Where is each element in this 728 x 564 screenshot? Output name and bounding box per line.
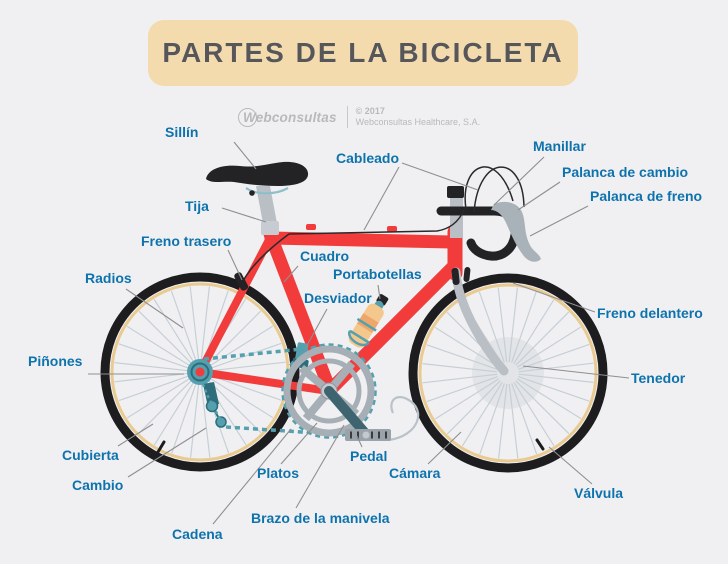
rear-derailleur xyxy=(203,382,227,428)
seat-post xyxy=(256,186,279,235)
webconsultas-logo-icon xyxy=(238,107,257,127)
rear-spokes xyxy=(114,286,286,458)
cassette xyxy=(187,359,213,385)
water-bottle xyxy=(348,294,389,348)
label-cuadro: Cuadro xyxy=(300,248,349,264)
cable-guide xyxy=(306,224,316,230)
watermark-company: Webconsultas Healthcare, S.A. xyxy=(355,117,481,127)
pedal xyxy=(345,396,420,442)
label-manillar: Manillar xyxy=(533,138,586,154)
label-cableado: Cableado xyxy=(336,150,400,166)
watermark-brand: Webconsultas xyxy=(243,109,337,125)
front-brake xyxy=(451,267,471,285)
label-palanca-de-freno: Palanca de freno xyxy=(590,188,703,204)
label-brazo-de-la-manivela: Brazo de la manivela xyxy=(251,510,390,526)
stem xyxy=(447,186,464,198)
rear-brake xyxy=(234,272,249,291)
saddle xyxy=(206,161,309,196)
label-tija: Tija xyxy=(185,198,209,214)
crank-arm xyxy=(324,386,370,438)
label-palanca-de-cambio: Palanca de cambio xyxy=(562,164,689,180)
label-valvula: Válvula xyxy=(574,485,624,501)
cables xyxy=(242,166,525,282)
front-valve xyxy=(535,438,545,451)
watermark-copyright: © 2017 xyxy=(355,105,385,116)
cable-guide xyxy=(387,226,397,232)
label-pinones: Piñones xyxy=(28,353,83,369)
label-camara: Cámara xyxy=(389,465,441,481)
label-cadena: Cadena xyxy=(172,526,223,542)
label-cambio: Cambio xyxy=(72,477,124,493)
page-title: PARTES DE LA BICICLETA xyxy=(162,37,564,68)
front-spokes xyxy=(422,287,594,459)
label-sillin: Sillín xyxy=(165,124,199,140)
watermark: Webconsultas © 2017 Webconsultas Healthc… xyxy=(238,101,480,133)
label-portabotellas: Portabotellas xyxy=(333,266,422,282)
label-freno-trasero: Freno trasero xyxy=(141,233,232,249)
leader-lines xyxy=(88,141,630,525)
label-desviador: Desviador xyxy=(304,290,372,306)
chain xyxy=(281,343,377,439)
label-platos: Platos xyxy=(257,465,300,481)
title-banner: PARTES DE LA BICICLETA xyxy=(148,20,578,86)
label-freno-delantero: Freno delantero xyxy=(597,305,703,321)
rear-valve xyxy=(156,440,166,454)
label-pedal: Pedal xyxy=(350,448,388,464)
rear-wheel xyxy=(100,272,300,472)
label-radios: Radios xyxy=(85,270,132,286)
label-tenedor: Tenedor xyxy=(631,370,686,386)
label-cubierta: Cubierta xyxy=(62,447,119,463)
brake-shift-lever xyxy=(491,201,541,262)
watermark-divider xyxy=(346,106,348,128)
